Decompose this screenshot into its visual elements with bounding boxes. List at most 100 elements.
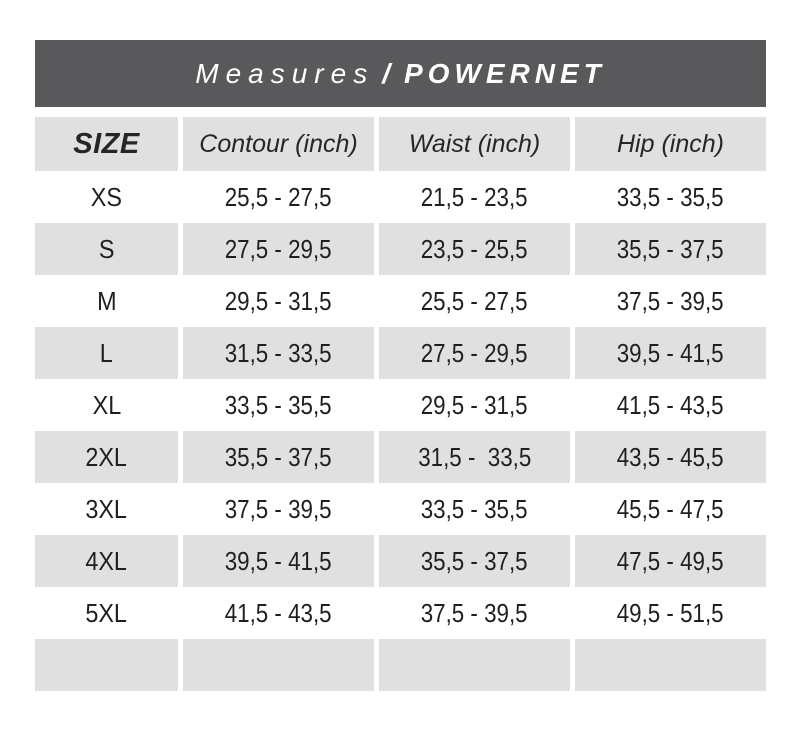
column-header-contour-label: Contour (inch)	[199, 129, 358, 158]
waist-value: 33,5 - 35,5	[421, 493, 528, 524]
hip-cell: 35,5 - 37,5	[575, 223, 766, 275]
column-header-contour: Contour (inch)	[183, 117, 374, 171]
waist-cell: 29,5 - 31,5	[379, 379, 570, 431]
waist-cell: 23,5 - 25,5	[379, 223, 570, 275]
size-cell: 3XL	[35, 483, 178, 535]
table-row	[35, 639, 766, 691]
size-cell: 2XL	[35, 431, 178, 483]
table-row: XL 33,5 - 35,5 29,5 - 31,5 41,5 - 43,5	[35, 379, 766, 431]
size-cell: 4XL	[35, 535, 178, 587]
size-cell: 5XL	[35, 587, 178, 639]
contour-cell: 29,5 - 31,5	[183, 275, 374, 327]
waist-cell: 37,5 - 39,5	[379, 587, 570, 639]
contour-cell: 37,5 - 39,5	[183, 483, 374, 535]
waist-cell: 21,5 - 23,5	[379, 171, 570, 223]
size-value: 2XL	[85, 441, 128, 472]
contour-value: 39,5 - 41,5	[225, 545, 332, 576]
column-header-size: SIZE	[35, 117, 178, 171]
table-body: XS 25,5 - 27,5 21,5 - 23,5 33,5 - 35,5 S 27,5…	[35, 171, 766, 691]
column-header-waist-label: Waist (inch)	[408, 129, 541, 158]
title-powernet: POWERNET	[403, 57, 606, 89]
size-cell: XL	[35, 379, 178, 431]
contour-cell: 33,5 - 35,5	[183, 379, 374, 431]
size-value: XS	[90, 181, 123, 212]
waist-cell	[379, 639, 570, 691]
contour-cell: 41,5 - 43,5	[183, 587, 374, 639]
size-value: 5XL	[85, 597, 128, 628]
column-header-size-label: SIZE	[73, 127, 140, 160]
waist-value: 27,5 - 29,5	[421, 337, 528, 368]
size-value: L	[99, 337, 114, 368]
table-row: XS 25,5 - 27,5 21,5 - 23,5 33,5 - 35,5	[35, 171, 766, 223]
waist-value: 21,5 - 23,5	[421, 181, 528, 212]
hip-value: 49,5 - 51,5	[617, 597, 724, 628]
waist-value: 31,5 - 33,5	[417, 441, 532, 472]
size-cell: S	[35, 223, 178, 275]
waist-value: 35,5 - 37,5	[421, 545, 528, 576]
contour-value: 41,5 - 43,5	[225, 597, 332, 628]
hip-cell: 45,5 - 47,5	[575, 483, 766, 535]
hip-value: 39,5 - 41,5	[617, 337, 724, 368]
size-cell: M	[35, 275, 178, 327]
hip-cell: 41,5 - 43,5	[575, 379, 766, 431]
hip-value: 35,5 - 37,5	[617, 233, 724, 264]
size-cell: XS	[35, 171, 178, 223]
column-header-hip: Hip (inch)	[575, 117, 766, 171]
waist-cell: 27,5 - 29,5	[379, 327, 570, 379]
waist-value: 37,5 - 39,5	[421, 597, 528, 628]
title-measures: Measures	[195, 57, 375, 89]
hip-value: 41,5 - 43,5	[617, 389, 724, 420]
hip-cell: 43,5 - 45,5	[575, 431, 766, 483]
hip-cell: 39,5 - 41,5	[575, 327, 766, 379]
hip-cell	[575, 639, 766, 691]
hip-cell: 47,5 - 49,5	[575, 535, 766, 587]
contour-value: 29,5 - 31,5	[225, 285, 332, 316]
hip-cell: 49,5 - 51,5	[575, 587, 766, 639]
size-value: M	[96, 285, 117, 316]
waist-value: 23,5 - 25,5	[421, 233, 528, 264]
hip-value: 33,5 - 35,5	[617, 181, 724, 212]
table-row: 5XL 41,5 - 43,5 37,5 - 39,5 49,5 - 51,5	[35, 587, 766, 639]
contour-cell: 31,5 - 33,5	[183, 327, 374, 379]
size-value: 3XL	[85, 493, 128, 524]
table-row: 3XL 37,5 - 39,5 33,5 - 35,5 45,5 - 47,5	[35, 483, 766, 535]
waist-value: 25,5 - 27,5	[421, 285, 528, 316]
waist-cell: 33,5 - 35,5	[379, 483, 570, 535]
column-header-hip-label: Hip (inch)	[617, 129, 724, 158]
table-row: M 29,5 - 31,5 25,5 - 27,5 37,5 - 39,5	[35, 275, 766, 327]
size-value: S	[98, 233, 115, 264]
contour-value: 35,5 - 37,5	[225, 441, 332, 472]
hip-cell: 33,5 - 35,5	[575, 171, 766, 223]
contour-cell: 39,5 - 41,5	[183, 535, 374, 587]
size-value: 4XL	[85, 545, 128, 576]
contour-cell: 25,5 - 27,5	[183, 171, 374, 223]
title-separator: /	[382, 57, 390, 89]
size-value: XL	[92, 389, 121, 420]
contour-value: 27,5 - 29,5	[225, 233, 332, 264]
table-row: 4XL 39,5 - 41,5 35,5 - 37,5 47,5 - 49,5	[35, 535, 766, 587]
contour-value: 33,5 - 35,5	[225, 389, 332, 420]
waist-cell: 35,5 - 37,5	[379, 535, 570, 587]
table-row: 2XL 35,5 - 37,5 31,5 - 33,5 43,5 - 45,5	[35, 431, 766, 483]
hip-value: 43,5 - 45,5	[617, 441, 724, 472]
contour-cell	[183, 639, 374, 691]
hip-value: 45,5 - 47,5	[617, 493, 724, 524]
waist-cell: 31,5 - 33,5	[379, 431, 570, 483]
table-row: L 31,5 - 33,5 27,5 - 29,5 39,5 - 41,5	[35, 327, 766, 379]
contour-cell: 35,5 - 37,5	[183, 431, 374, 483]
hip-cell: 37,5 - 39,5	[575, 275, 766, 327]
contour-cell: 27,5 - 29,5	[183, 223, 374, 275]
size-cell: L	[35, 327, 178, 379]
size-chart: Measures / POWERNET SIZE Contour (inch) …	[35, 40, 766, 691]
hip-value: 37,5 - 39,5	[617, 285, 724, 316]
table-row: S 27,5 - 29,5 23,5 - 25,5 35,5 - 37,5	[35, 223, 766, 275]
contour-value: 31,5 - 33,5	[225, 337, 332, 368]
contour-value: 37,5 - 39,5	[225, 493, 332, 524]
table-header-row: SIZE Contour (inch) Waist (inch) Hip (in…	[35, 117, 766, 171]
column-header-waist: Waist (inch)	[379, 117, 570, 171]
hip-value: 47,5 - 49,5	[617, 545, 724, 576]
title-bar: Measures / POWERNET	[35, 40, 766, 107]
contour-value: 25,5 - 27,5	[225, 181, 332, 212]
waist-cell: 25,5 - 27,5	[379, 275, 570, 327]
waist-value: 29,5 - 31,5	[421, 389, 528, 420]
